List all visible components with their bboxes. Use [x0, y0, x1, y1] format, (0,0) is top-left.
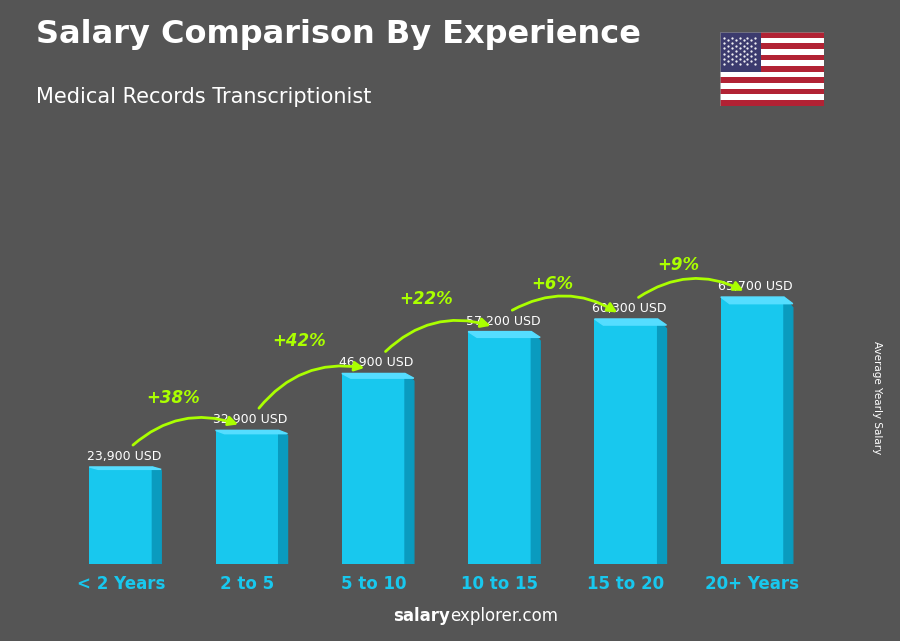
Text: 32,900 USD: 32,900 USD: [213, 413, 287, 426]
Bar: [595, 319, 658, 564]
Bar: [720, 72, 824, 78]
Polygon shape: [658, 319, 667, 564]
Polygon shape: [595, 319, 667, 325]
Bar: [720, 54, 824, 60]
Text: Medical Records Transcriptionist: Medical Records Transcriptionist: [36, 87, 372, 106]
Polygon shape: [531, 331, 540, 564]
Polygon shape: [342, 374, 414, 378]
Polygon shape: [215, 430, 287, 434]
Text: 46,900 USD: 46,900 USD: [339, 356, 414, 369]
Bar: [721, 297, 784, 564]
Polygon shape: [405, 374, 414, 564]
Bar: [720, 83, 824, 88]
Text: Average Yearly Salary: Average Yearly Salary: [872, 341, 883, 454]
Polygon shape: [468, 331, 540, 337]
Text: salary: salary: [393, 607, 450, 625]
Bar: [720, 44, 824, 49]
Polygon shape: [152, 467, 161, 564]
Polygon shape: [721, 297, 793, 304]
Text: Salary Comparison By Experience: Salary Comparison By Experience: [36, 19, 641, 50]
Bar: [720, 32, 761, 72]
Text: +9%: +9%: [657, 256, 699, 274]
Text: 23,900 USD: 23,900 USD: [86, 450, 161, 463]
Text: 65,700 USD: 65,700 USD: [718, 280, 793, 293]
Text: +42%: +42%: [273, 332, 327, 350]
Text: +6%: +6%: [531, 275, 573, 293]
Polygon shape: [784, 297, 793, 564]
Bar: [720, 60, 824, 66]
Bar: [720, 78, 824, 83]
Bar: [720, 88, 824, 94]
Text: explorer.com: explorer.com: [450, 607, 558, 625]
Text: +38%: +38%: [147, 389, 200, 407]
Polygon shape: [89, 467, 161, 469]
Bar: [720, 49, 824, 54]
Bar: [720, 32, 824, 38]
Bar: [468, 331, 531, 564]
Bar: [215, 430, 279, 564]
Polygon shape: [279, 430, 287, 564]
Text: 57,200 USD: 57,200 USD: [465, 315, 540, 328]
Bar: [720, 100, 824, 106]
Bar: [720, 38, 824, 44]
Text: +22%: +22%: [399, 290, 453, 308]
Bar: [720, 66, 824, 72]
Bar: [342, 374, 405, 564]
Bar: [89, 467, 152, 564]
Bar: [720, 94, 824, 100]
Text: 60,300 USD: 60,300 USD: [592, 302, 666, 315]
